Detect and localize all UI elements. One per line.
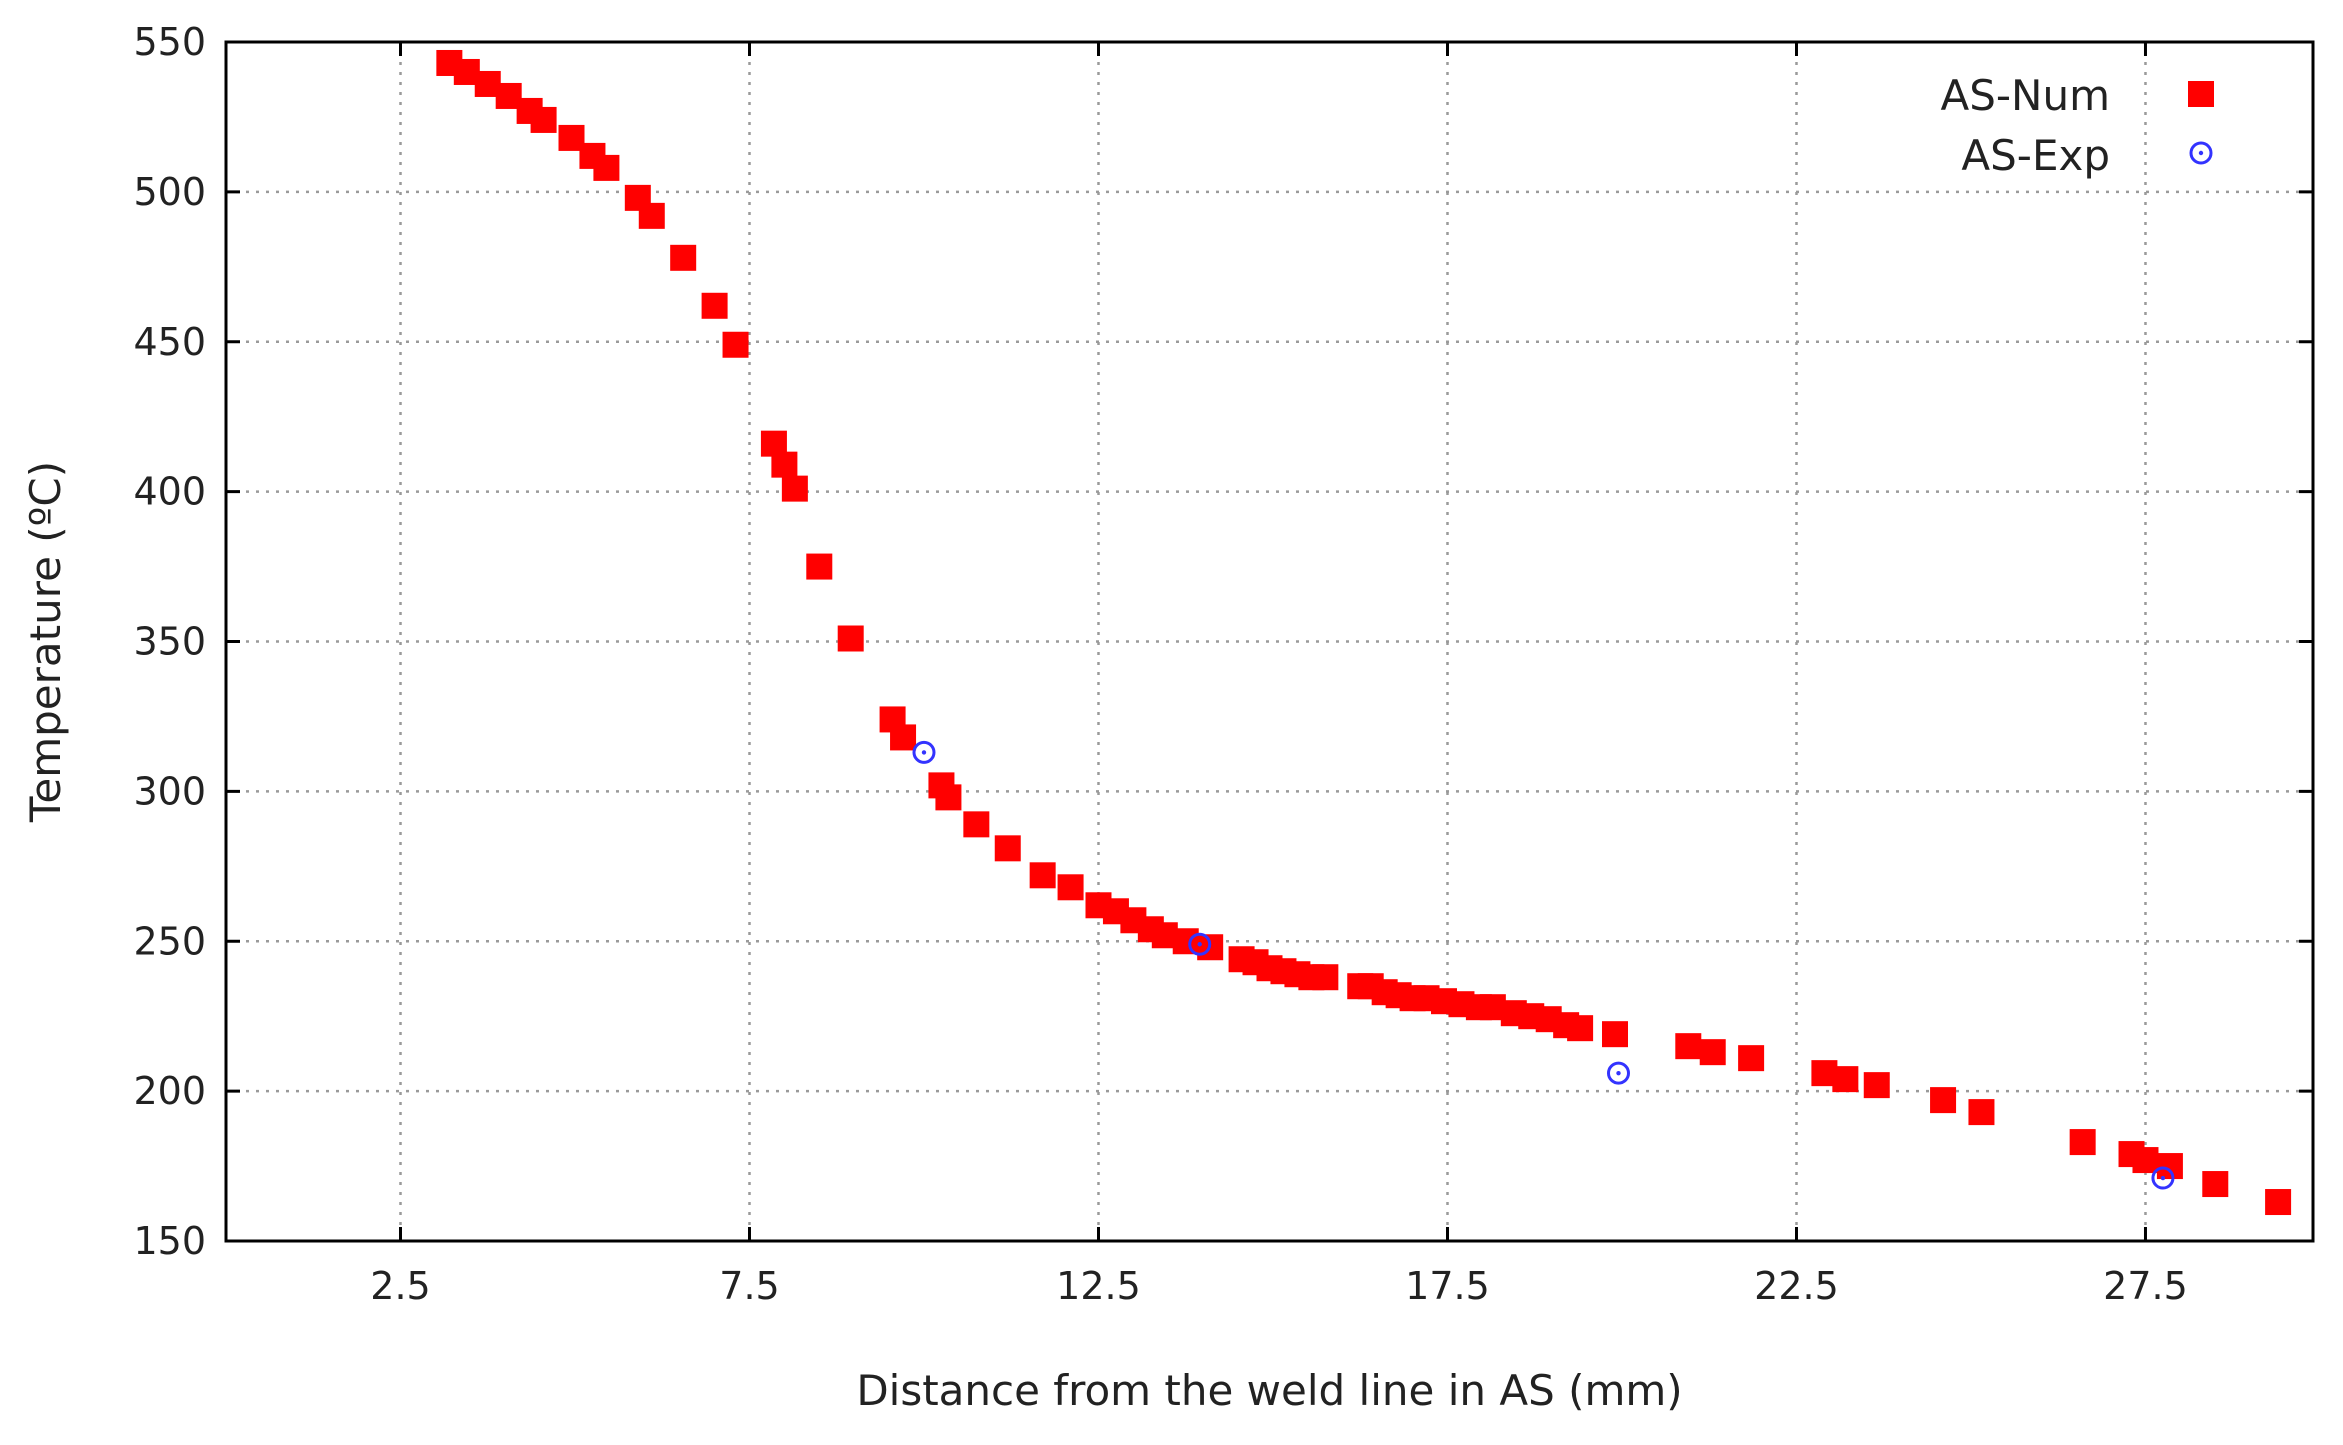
as-num-point [2156, 1153, 2183, 1180]
y-axis-title: Temperature (ºC) [21, 461, 70, 823]
data-points [436, 49, 2292, 1216]
as-exp-point-center [921, 750, 927, 755]
as-exp-point-center [1616, 1070, 1621, 1076]
as-num-point [701, 292, 728, 319]
legend-marker-as-exp [2189, 141, 2213, 165]
as-num-point [1029, 862, 1056, 889]
legend-label-as-num: AS-Num [1941, 71, 2111, 120]
as-num-point [1312, 964, 1339, 991]
axis-ticks [226, 40, 2313, 1243]
as-num-point [2202, 1171, 2229, 1198]
x-tick-label: 22.5 [1754, 1264, 1839, 1308]
y-tick-label: 300 [133, 769, 206, 813]
as-num-point [670, 244, 697, 271]
as-num-point [638, 202, 665, 229]
y-tick-label: 250 [133, 919, 206, 963]
as-num-point [1675, 1033, 1702, 1060]
as-exp-point [912, 740, 936, 764]
x-tick-label: 17.5 [1405, 1264, 1490, 1308]
legend-label-as-exp: AS-Exp [1961, 131, 2110, 180]
as-num-point [1863, 1072, 1890, 1099]
y-tick-label: 400 [133, 470, 206, 514]
y-tick-labels: 150 200 250 300 350 400 450 500 550 [133, 20, 206, 1263]
legend: AS-Num AS-Exp [1941, 71, 2214, 180]
as-num-point [2069, 1129, 2096, 1156]
as-num-point [1057, 874, 1084, 901]
as-num-point [1738, 1045, 1765, 1072]
as-num-point [1602, 1021, 1629, 1048]
as-num-point [2265, 1189, 2292, 1216]
y-tick-label: 500 [133, 170, 206, 214]
as-num-point [963, 811, 990, 838]
as-num-point [771, 451, 798, 478]
legend-marker-as-num [2188, 81, 2214, 107]
y-tick-label: 150 [133, 1219, 206, 1263]
as-exp-point [1606, 1061, 1630, 1085]
as-num-point [806, 553, 833, 580]
as-num-point [837, 625, 864, 652]
as-exp-point [1188, 932, 1212, 956]
as-num-point [781, 475, 808, 502]
as-num-point [935, 784, 962, 811]
as-num-point [1930, 1087, 1957, 1114]
as-num-point [1172, 928, 1199, 955]
x-tick-label: 12.5 [1056, 1264, 1141, 1308]
x-tick-label: 2.5 [370, 1264, 430, 1308]
legend-marker-as-exp-center [2198, 150, 2204, 156]
as-num-point [1567, 1015, 1594, 1042]
as-num-point [2132, 1147, 2159, 1174]
y-tick-label: 550 [133, 20, 206, 64]
as-num-point [890, 724, 917, 751]
as-num-point [593, 154, 620, 181]
x-tick-label: 27.5 [2103, 1264, 2188, 1308]
y-tick-label: 200 [133, 1069, 206, 1113]
as-num-point [1832, 1066, 1859, 1093]
x-tick-label: 7.5 [719, 1264, 779, 1308]
as-exp-point [2151, 1166, 2175, 1190]
as-num-point [1699, 1039, 1726, 1066]
y-tick-label: 450 [133, 320, 206, 364]
as-exp-point-center [1197, 942, 1202, 947]
x-tick-labels: 2.5 7.5 12.5 17.5 22.5 27.5 [370, 1264, 2188, 1308]
as-num-point [530, 106, 557, 133]
as-num-point [994, 835, 1021, 862]
as-num-point [1968, 1099, 1995, 1126]
y-tick-label: 350 [133, 620, 206, 664]
x-axis-title: Distance from the weld line in AS (mm) [856, 1366, 1682, 1415]
as-exp-point-center [2160, 1175, 2166, 1181]
as-num-point [722, 331, 749, 358]
